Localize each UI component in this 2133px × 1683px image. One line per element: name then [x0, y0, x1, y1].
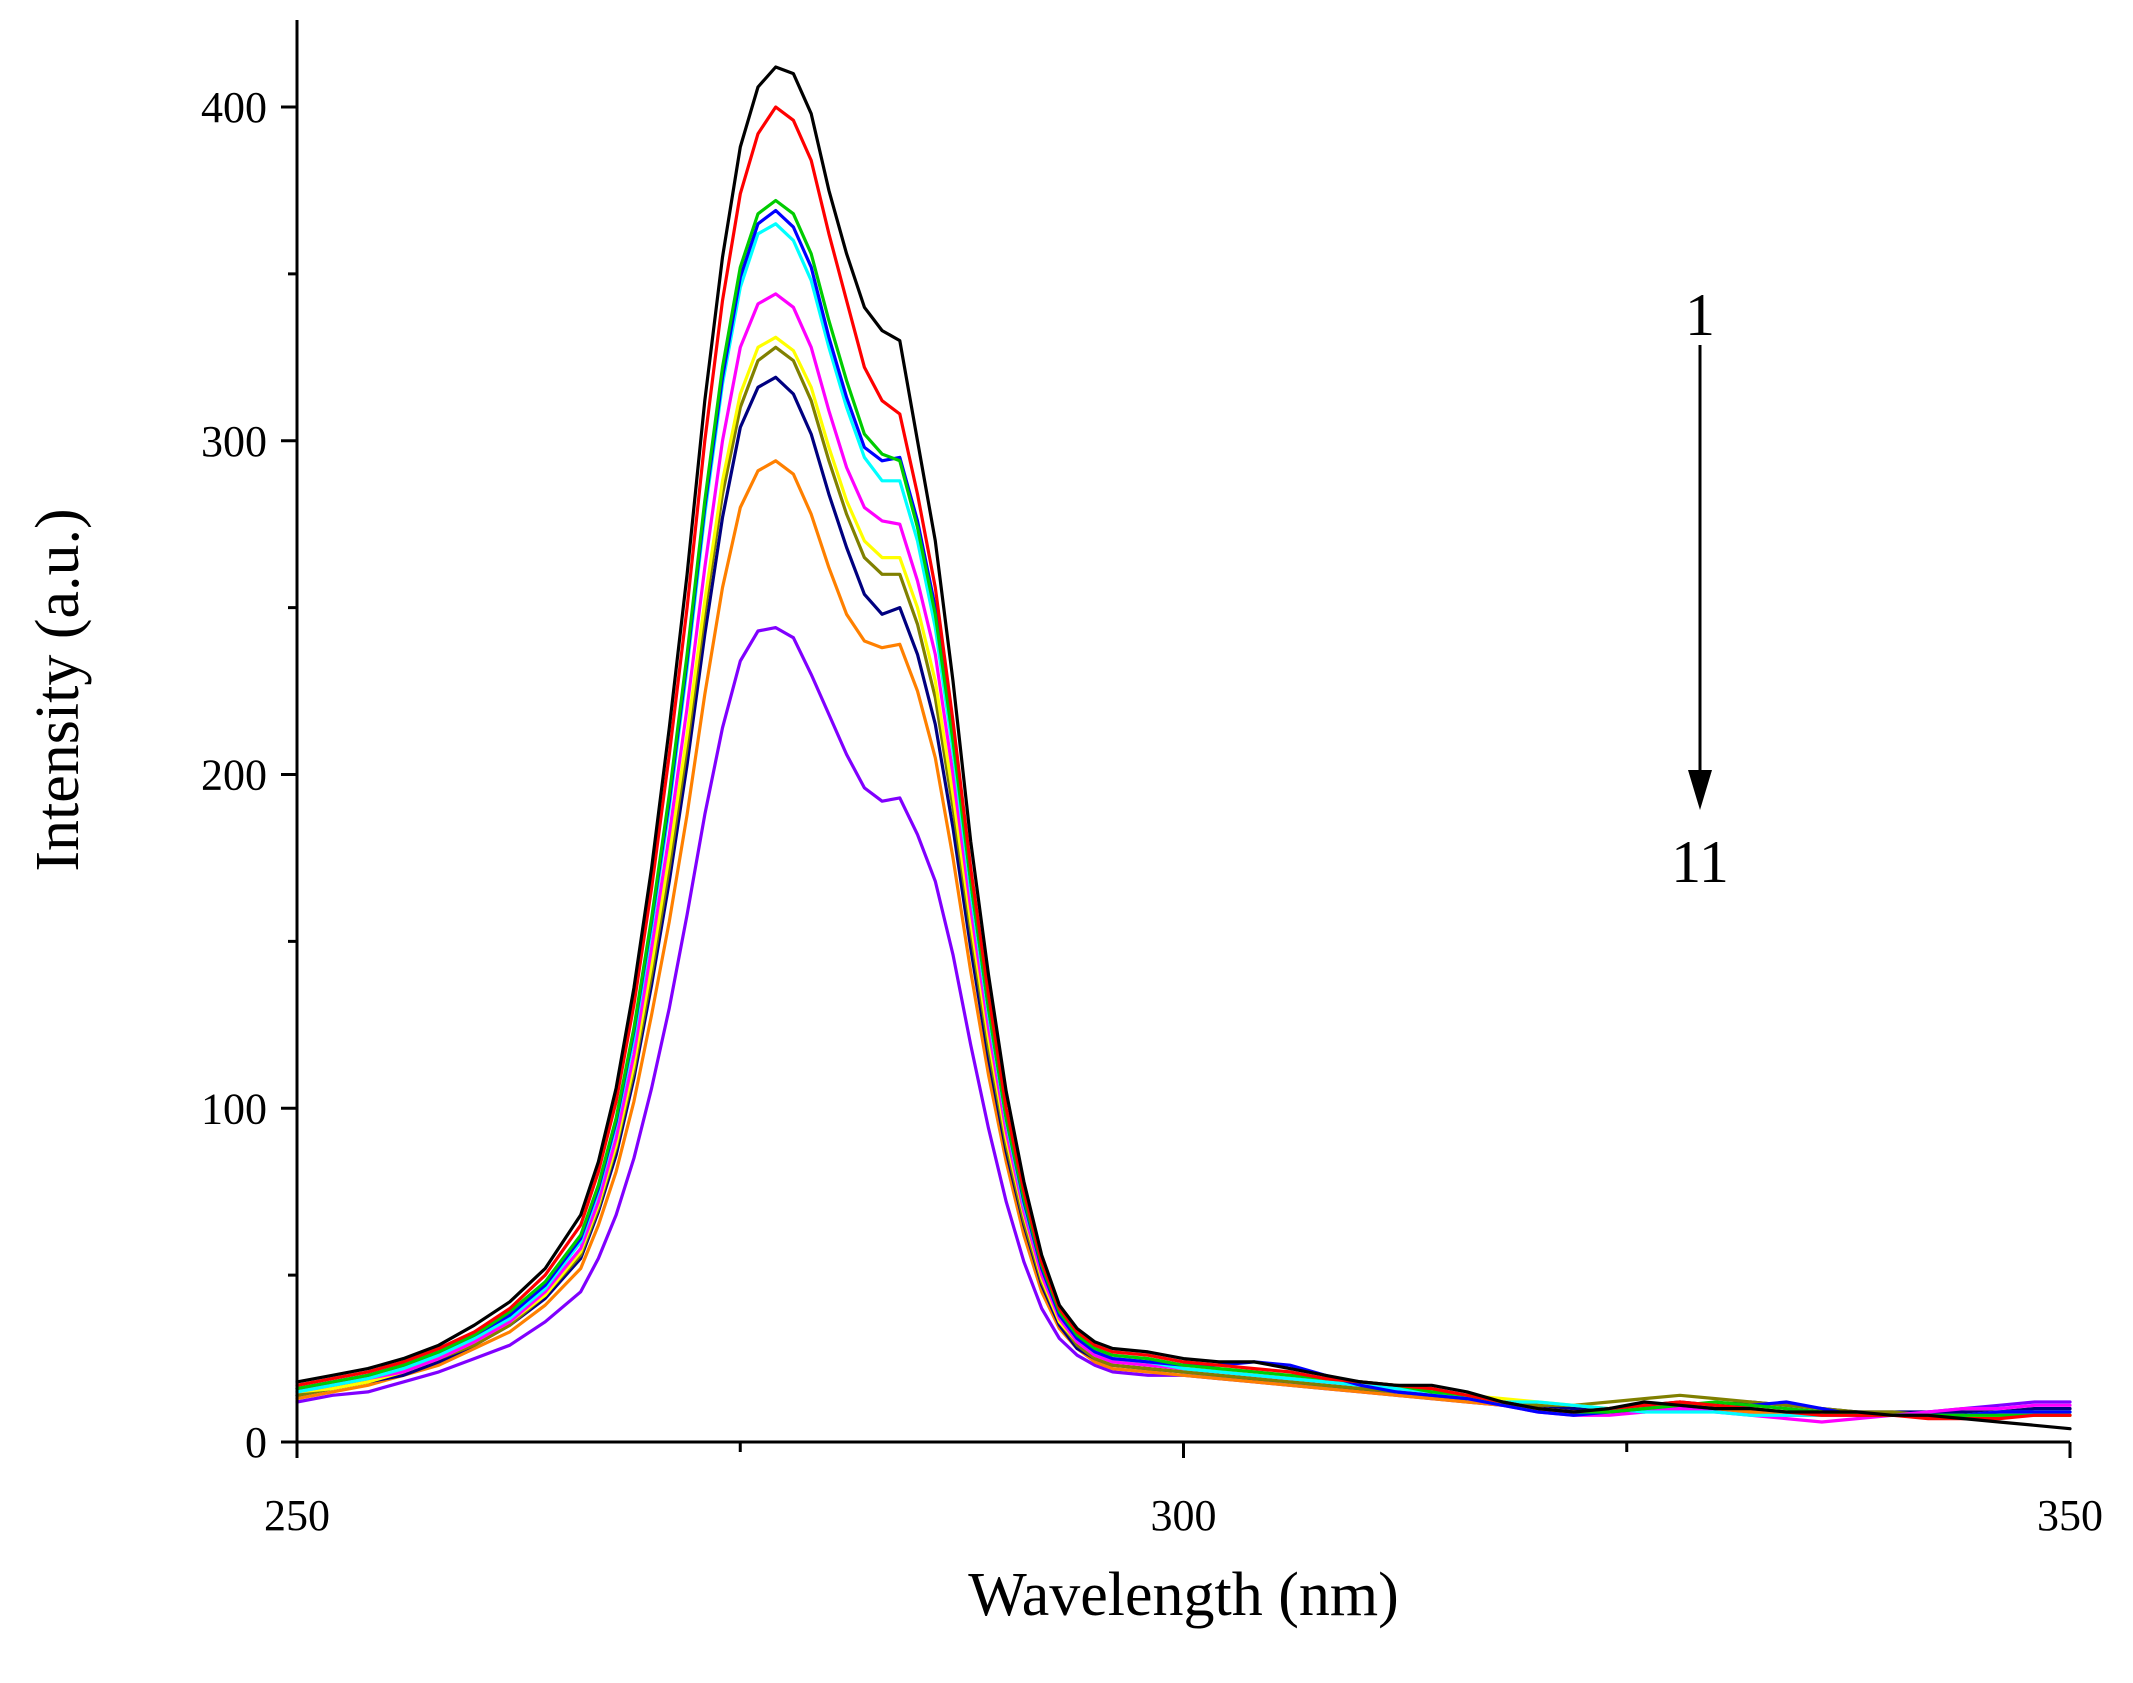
- axes: [295, 20, 2070, 1444]
- x-tick-label: 350: [2037, 1491, 2103, 1540]
- y-axis-title: Intensity (a.u.): [24, 508, 92, 871]
- y-tick-label: 100: [201, 1084, 267, 1133]
- series-line-5: [295, 222, 2072, 1417]
- series-line-3: [295, 198, 2072, 1417]
- x-ticks: 250 300 350: [264, 1442, 2103, 1540]
- series-line-8: [295, 345, 2072, 1417]
- annotation-end-label: 11: [1671, 829, 1729, 895]
- annotation-arrow-head: [1688, 770, 1712, 810]
- series-line-2: [295, 105, 2072, 1421]
- annotation-start-label: 1: [1685, 282, 1715, 348]
- series-order-annotation: 1 11: [1671, 282, 1729, 895]
- x-tick-label: 300: [1151, 1491, 1217, 1540]
- series-line-6: [295, 292, 2072, 1424]
- series-line-1: [295, 65, 2072, 1431]
- x-axis-title: Wavelength (nm): [968, 1561, 1399, 1629]
- series-line-4: [295, 208, 2072, 1417]
- series-line-7: [295, 335, 2072, 1417]
- x-tick-label: 250: [264, 1491, 330, 1540]
- series-line-11: [295, 625, 2072, 1417]
- y-ticks: 0 100 200 300 400: [201, 83, 297, 1467]
- y-tick-label: 300: [201, 417, 267, 466]
- y-tick-label: 200: [201, 751, 267, 800]
- y-tick-label: 0: [245, 1418, 267, 1467]
- y-tick-label: 400: [201, 83, 267, 132]
- series-group: [295, 65, 2072, 1431]
